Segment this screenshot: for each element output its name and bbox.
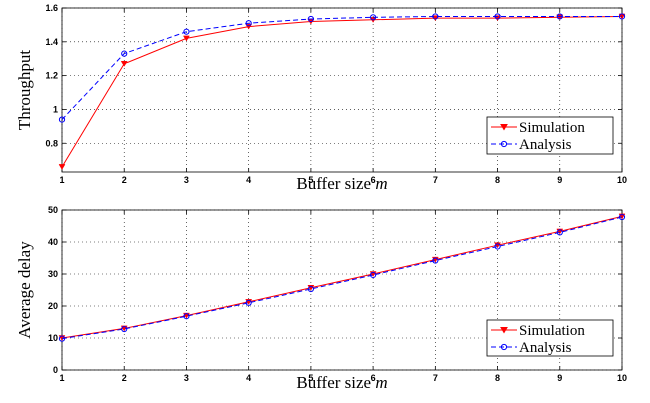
legend-label-analysis: Analysis (519, 340, 572, 356)
data-point-analysis (618, 13, 626, 20)
data-point-analysis (370, 14, 377, 21)
x-tick-label: 8 (495, 175, 500, 185)
chart-2: 1 2 3 4 5 6 7 8 9 10 0 10 20 30 40 50 SimulationAnalysis… (15, 205, 627, 392)
x-tick-label: 6 (371, 175, 376, 185)
data-point-analysis (307, 15, 314, 23)
data-point-simulation (183, 35, 190, 42)
data-point-analysis (121, 325, 128, 333)
x-axis-label: Buffer size m (296, 174, 387, 193)
data-point-analysis (245, 20, 252, 27)
legend-marker-simulation (500, 124, 508, 131)
data-point-analysis (370, 271, 377, 279)
x-tick-label: 4 (246, 373, 251, 383)
y-tick-label: 50 (48, 205, 58, 215)
legend-box (486, 319, 614, 357)
data-point-analysis (494, 13, 501, 20)
y-tick-label: 1 (53, 104, 58, 114)
x-tick-label: 8 (495, 373, 500, 383)
x-axis-label: Buffer size m (296, 373, 387, 392)
data-point-analysis (432, 13, 439, 20)
data-point-analysis (58, 335, 66, 342)
x-tick-label: 9 (557, 373, 562, 383)
plot-frame (61, 7, 623, 173)
legend-label-simulation: Simulation (519, 120, 585, 136)
series-line-analysis (61, 16, 622, 120)
data-point-analysis (618, 213, 626, 221)
y-axis-label: Throughput (15, 50, 34, 131)
x-tick-label: 10 (617, 373, 627, 383)
legend-label-analysis: Analysis (519, 137, 572, 153)
x-tick-label: 3 (184, 373, 189, 383)
y-tick-label: 0 (53, 365, 58, 375)
data-point-analysis (307, 285, 314, 293)
data-point-analysis (245, 299, 252, 306)
series-line-simulation (61, 16, 623, 168)
x-tick-label: 2 (122, 175, 127, 185)
data-point-analysis (556, 229, 563, 236)
series-line-simulation (61, 215, 623, 339)
y-tick-label: 1.2 (45, 71, 58, 81)
y-tick-label: 40 (48, 237, 58, 247)
y-tick-label: 0.8 (45, 138, 58, 148)
x-tick-label: 6 (371, 373, 376, 383)
legend-marker-analysis (500, 140, 508, 148)
x-tick-label: 2 (122, 373, 127, 383)
x-tick-label: 5 (308, 175, 313, 185)
data-point-analysis (494, 243, 501, 250)
x-tick-label: 1 (59, 373, 64, 383)
x-tick-label: 7 (433, 373, 438, 383)
x-tick-label: 9 (557, 175, 562, 185)
legend-marker-simulation (500, 327, 508, 334)
data-point-analysis (183, 313, 190, 320)
data-point-simulation (58, 164, 66, 170)
x-tick-label: 10 (617, 175, 627, 185)
y-tick-label: 20 (48, 301, 58, 311)
data-point-analysis (58, 116, 66, 123)
x-tick-label: 7 (433, 175, 438, 185)
x-tick-label: 5 (308, 373, 313, 383)
plot-frame (61, 209, 623, 371)
data-point-analysis (121, 50, 128, 57)
y-tick-label: 30 (48, 269, 58, 279)
y-tick-label: 1.6 (45, 3, 58, 13)
data-point-analysis (432, 257, 439, 264)
legend-label-simulation: Simulation (519, 323, 585, 339)
legend-marker-analysis (500, 343, 508, 351)
y-tick-label: 10 (48, 333, 58, 343)
chart-1: 1 2 3 4 5 6 7 8 9 10 0.8 1 1.2 1.4 1.6 SimulationAnalys… (15, 3, 627, 193)
data-point-analysis (183, 28, 190, 35)
data-point-simulation (120, 61, 128, 67)
data-point-analysis (556, 13, 563, 20)
y-axis-label: Average delay (15, 241, 34, 339)
y-tick-label: 1.4 (45, 37, 58, 47)
x-tick-label: 1 (59, 175, 64, 185)
x-tick-label: 3 (184, 175, 189, 185)
x-tick-label: 4 (246, 175, 251, 185)
legend-box (486, 116, 614, 155)
